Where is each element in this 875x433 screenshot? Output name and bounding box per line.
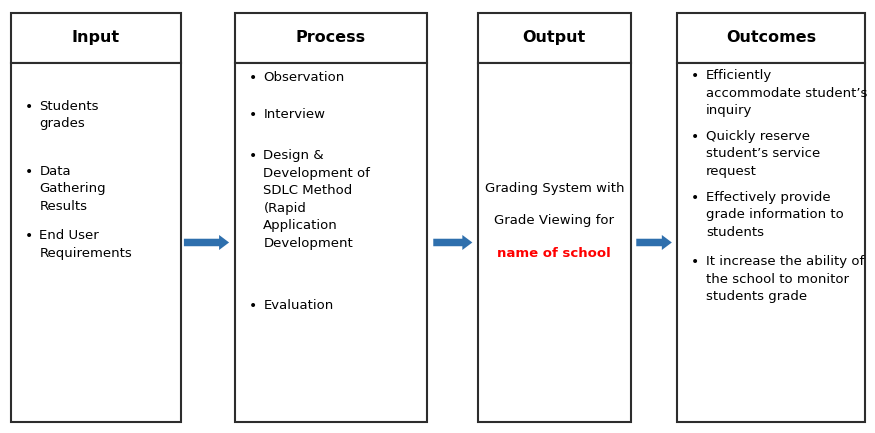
Text: Effectively provide
grade information to
students: Effectively provide grade information to… bbox=[706, 191, 843, 239]
Text: •: • bbox=[24, 229, 32, 243]
Bar bbox=[677, 63, 864, 422]
Text: Interview: Interview bbox=[263, 108, 326, 121]
Text: End User
Requirements: End User Requirements bbox=[39, 229, 132, 260]
Text: •: • bbox=[691, 255, 699, 269]
Text: Data
Gathering
Results: Data Gathering Results bbox=[39, 165, 106, 213]
Text: Efficiently
accommodate student’s
inquiry: Efficiently accommodate student’s inquir… bbox=[706, 69, 867, 117]
Text: •: • bbox=[24, 100, 32, 113]
Text: Grading System with: Grading System with bbox=[485, 182, 624, 195]
Bar bbox=[234, 13, 427, 63]
Text: Students
grades: Students grades bbox=[39, 100, 99, 130]
Text: •: • bbox=[24, 165, 32, 178]
Text: Evaluation: Evaluation bbox=[263, 299, 333, 312]
Text: Output: Output bbox=[522, 30, 586, 45]
Text: •: • bbox=[248, 108, 256, 122]
Text: Outcomes: Outcomes bbox=[726, 30, 816, 45]
Bar bbox=[10, 63, 181, 422]
Text: Input: Input bbox=[72, 30, 120, 45]
Bar bbox=[478, 63, 631, 422]
Text: Process: Process bbox=[296, 30, 366, 45]
Text: Quickly reserve
student’s service
request: Quickly reserve student’s service reques… bbox=[706, 130, 821, 178]
Bar bbox=[10, 13, 181, 63]
Text: •: • bbox=[248, 71, 256, 85]
Text: It increase the ability of
the school to monitor
students grade: It increase the ability of the school to… bbox=[706, 255, 864, 304]
Text: Observation: Observation bbox=[263, 71, 345, 84]
Bar bbox=[478, 13, 631, 63]
Bar bbox=[677, 13, 864, 63]
Text: name of school: name of school bbox=[497, 247, 611, 260]
Text: Design &
Development of
SDLC Method
(Rapid
Application
Development: Design & Development of SDLC Method (Rap… bbox=[263, 149, 370, 250]
Text: •: • bbox=[691, 69, 699, 83]
Text: •: • bbox=[248, 299, 256, 313]
Text: Grade Viewing for: Grade Viewing for bbox=[494, 214, 614, 227]
Text: •: • bbox=[691, 130, 699, 144]
Text: •: • bbox=[248, 149, 256, 163]
Text: •: • bbox=[691, 191, 699, 204]
Bar bbox=[234, 63, 427, 422]
